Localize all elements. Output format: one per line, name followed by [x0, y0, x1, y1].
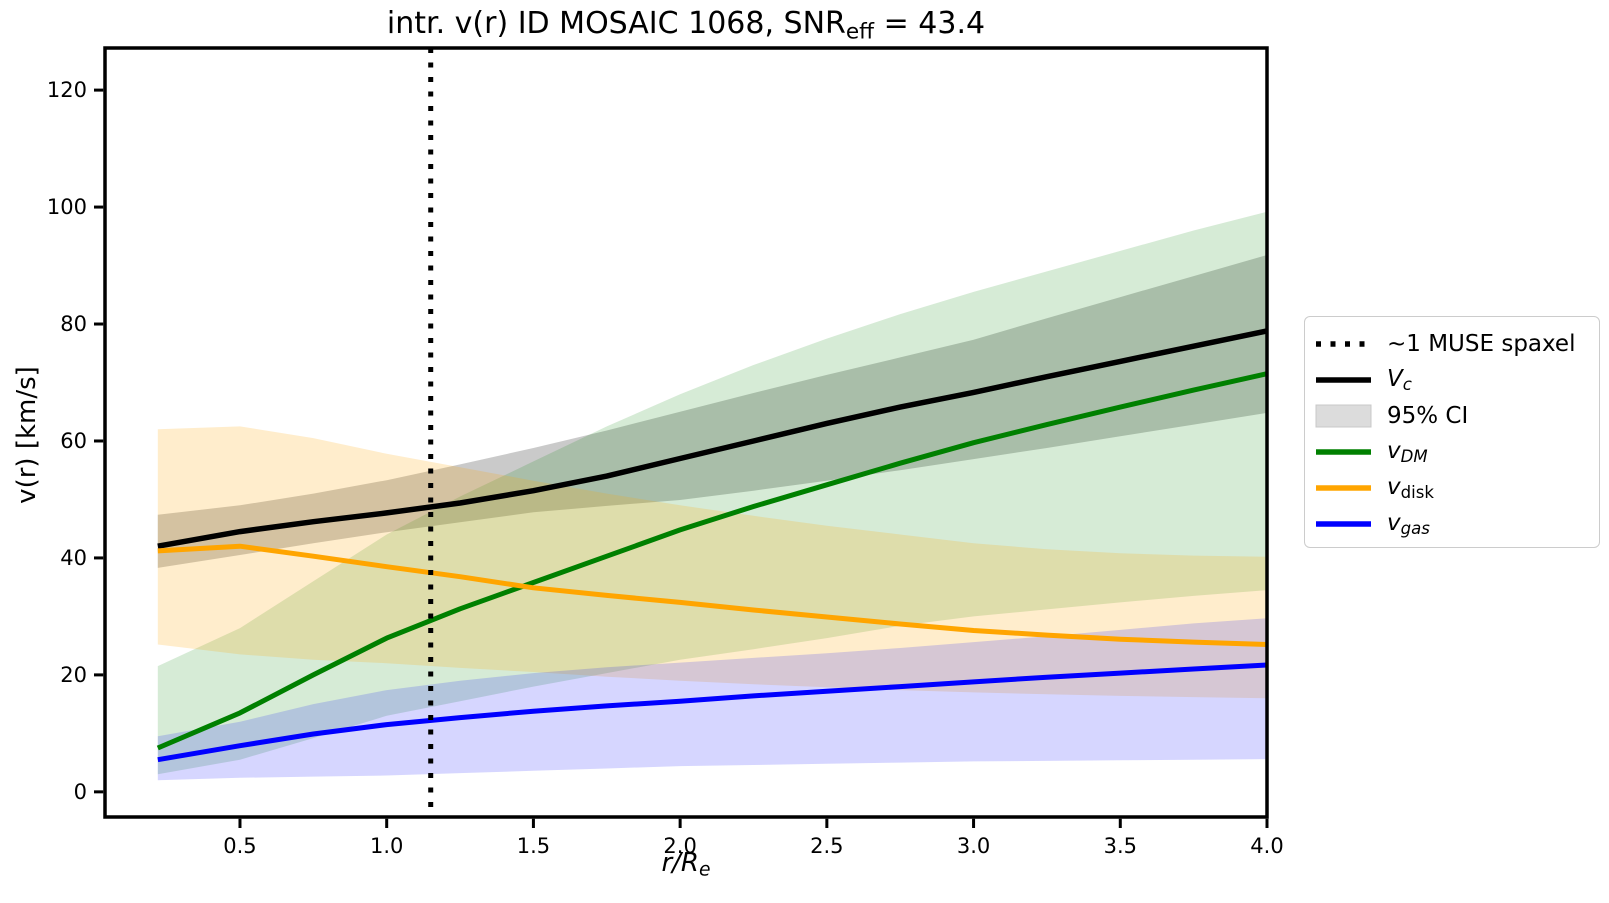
- curve-vc: [157, 328, 1267, 549]
- legend-item-label: ~1 MUSE spaxel: [1387, 331, 1576, 357]
- x-tick-label: 1.5: [517, 834, 550, 858]
- legend-item-label: vgas: [1387, 509, 1430, 539]
- legend-item: vgas: [1315, 506, 1591, 542]
- legend-item: vDM: [1315, 434, 1591, 470]
- legend-patch-swatch: [1315, 403, 1373, 429]
- legend-item: 95% CI: [1315, 398, 1591, 434]
- x-tick-label: 2.5: [810, 834, 843, 858]
- plot-title-pre: intr. v(r) ID MOSAIC 1068, SNR: [386, 6, 846, 41]
- y-tick-label: 80: [60, 312, 87, 336]
- x-axis-label-pre: r/R: [661, 848, 699, 878]
- confidence-band-vc: [157, 255, 1267, 568]
- legend-item-label: vdisk: [1387, 473, 1434, 503]
- y-tick-label: 20: [60, 663, 87, 687]
- plot-title: intr. v(r) ID MOSAIC 1068, SNReff = 43.4: [0, 6, 1372, 44]
- y-axis-label: v(r) [km/s]: [12, 366, 42, 504]
- legend-item: ~1 MUSE spaxel: [1315, 326, 1591, 362]
- x-tick-label: 3.0: [957, 834, 990, 858]
- x-axis-label-subscript: e: [699, 859, 711, 881]
- plot-title-post: = 43.4: [874, 6, 986, 41]
- y-tick-label: 60: [60, 429, 87, 453]
- x-tick-label: 0.5: [223, 834, 256, 858]
- curve-vdm: [156, 371, 1267, 751]
- confidence-band-vdm: [157, 211, 1267, 775]
- axes-frame: [103, 46, 1269, 819]
- plot-title-subscript: eff: [845, 19, 875, 45]
- legend: ~1 MUSE spaxel Vc 95% CI vDM vdisk vgas: [1304, 316, 1600, 548]
- legend-item-label: 95% CI: [1387, 403, 1469, 429]
- y-tick-label: 100: [47, 195, 87, 219]
- x-tick-label: 1.0: [370, 834, 403, 858]
- x-axis-label: r/Re: [0, 848, 1372, 881]
- x-tick-label: 3.5: [1104, 834, 1137, 858]
- legend-line-swatch: [1315, 367, 1373, 393]
- x-tick-label: 4.0: [1250, 834, 1283, 858]
- legend-item: Vc: [1315, 362, 1591, 398]
- curve-vdisk: [157, 543, 1267, 647]
- legend-dotted-line-swatch: [1315, 331, 1373, 357]
- legend-item-label: Vc: [1387, 365, 1412, 395]
- y-tick-label: 0: [74, 780, 87, 804]
- legend-line-swatch: [1315, 475, 1373, 501]
- plot-area: [156, 48, 1267, 817]
- y-tick-label: 120: [47, 78, 87, 102]
- legend-line-swatch: [1315, 439, 1373, 465]
- legend-item-label: vDM: [1387, 437, 1428, 467]
- legend-line-swatch: [1315, 511, 1373, 537]
- x-tick-label: 2.0: [663, 834, 696, 858]
- y-tick-label: 40: [60, 546, 87, 570]
- legend-item: vdisk: [1315, 470, 1591, 506]
- curve-vgas: [157, 662, 1267, 763]
